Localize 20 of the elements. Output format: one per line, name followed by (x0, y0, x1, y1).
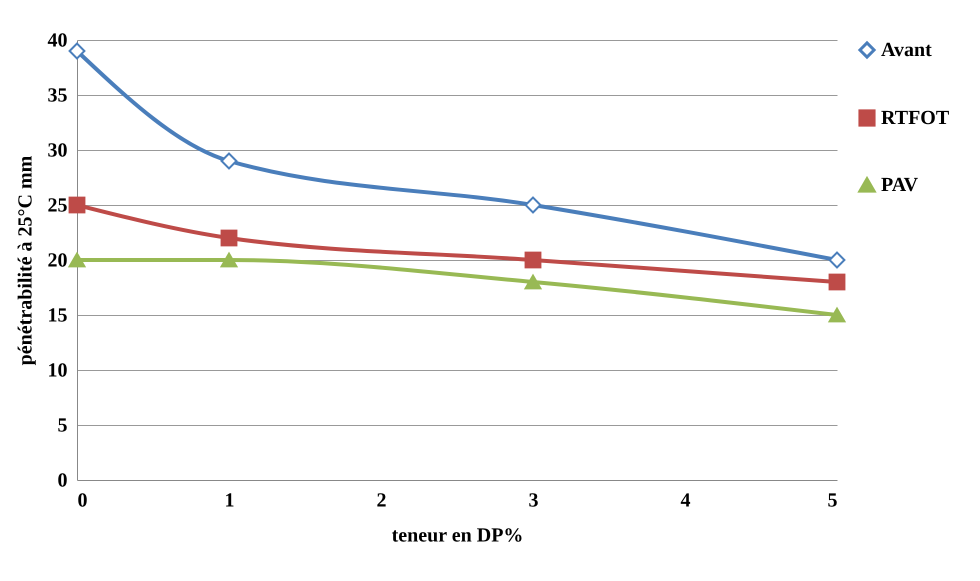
x-tick-label: 0 (78, 490, 88, 512)
y-tick-label: 25 (48, 194, 68, 216)
y-tick-label: 15 (48, 304, 68, 326)
y-tick-label: 40 (48, 30, 68, 52)
y-tick-label: 10 (48, 360, 68, 382)
y-tick-label: 35 (48, 84, 68, 106)
y-tick-label: 5 (58, 414, 68, 436)
legend-label: Avant (881, 39, 932, 61)
y-tick-label: 30 (48, 140, 68, 162)
y-axis-title: pénétrabilité à 25°C mm (14, 155, 36, 366)
legend-label: RTFOT (881, 107, 950, 129)
x-axis-title: teneur en DP% (392, 524, 524, 546)
legend-label: PAV (881, 174, 919, 196)
x-tick-label: 2 (376, 490, 386, 512)
y-tick-label: 0 (58, 470, 68, 492)
y-tick-label: 20 (48, 250, 68, 272)
x-tick-label: 4 (680, 490, 690, 512)
x-tick-label: 3 (528, 490, 538, 512)
x-tick-label: 1 (224, 490, 234, 512)
x-tick-label: 5 (828, 490, 838, 512)
